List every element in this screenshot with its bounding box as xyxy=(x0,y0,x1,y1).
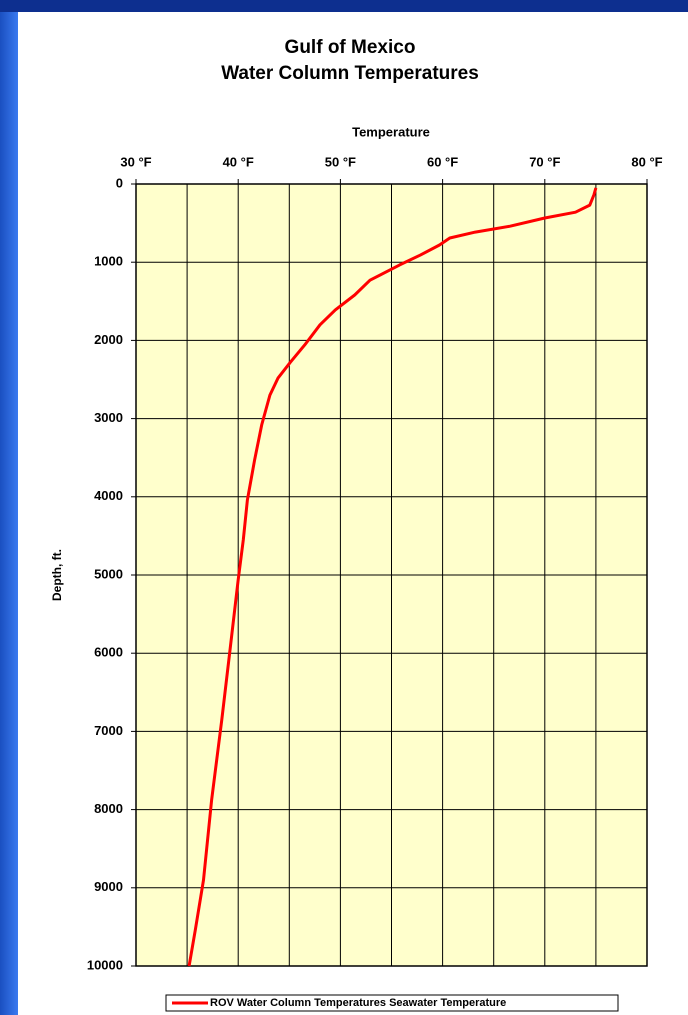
x-tick-label: 70 °F xyxy=(529,154,560,169)
data-line xyxy=(187,187,598,967)
y-tick-label: 1000 xyxy=(94,254,123,269)
y-tick-label: 7000 xyxy=(94,723,123,738)
chart-title: Water Column Temperatures xyxy=(221,63,479,84)
x-axis-label: Temperature xyxy=(352,124,430,139)
x-tick-label: 30 °F xyxy=(120,154,151,169)
y-tick-label: 10000 xyxy=(87,957,123,972)
plot-border xyxy=(135,183,648,967)
legend-box xyxy=(165,994,619,1012)
y-tick-label: 6000 xyxy=(94,645,123,660)
y-tick-label: 0 xyxy=(116,175,123,190)
chart-title: Gulf of Mexico xyxy=(285,37,416,58)
y-tick-label: 4000 xyxy=(94,488,123,503)
x-tick-label: 50 °F xyxy=(325,154,356,169)
y-tick-label: 5000 xyxy=(94,566,123,581)
y-tick-label: 2000 xyxy=(94,332,123,347)
y-tick-label: 8000 xyxy=(94,801,123,816)
x-tick-label: 40 °F xyxy=(223,154,254,169)
x-tick-label: 60 °F xyxy=(427,154,458,169)
y-axis-label: Depth, ft. xyxy=(50,549,64,601)
top-band xyxy=(0,0,688,12)
y-tick-label: 3000 xyxy=(94,410,123,425)
legend-label: ROV Water Column Temperatures Seawater T… xyxy=(210,997,506,1009)
x-tick-label: 80 °F xyxy=(631,154,662,169)
y-tick-label: 9000 xyxy=(94,879,123,894)
